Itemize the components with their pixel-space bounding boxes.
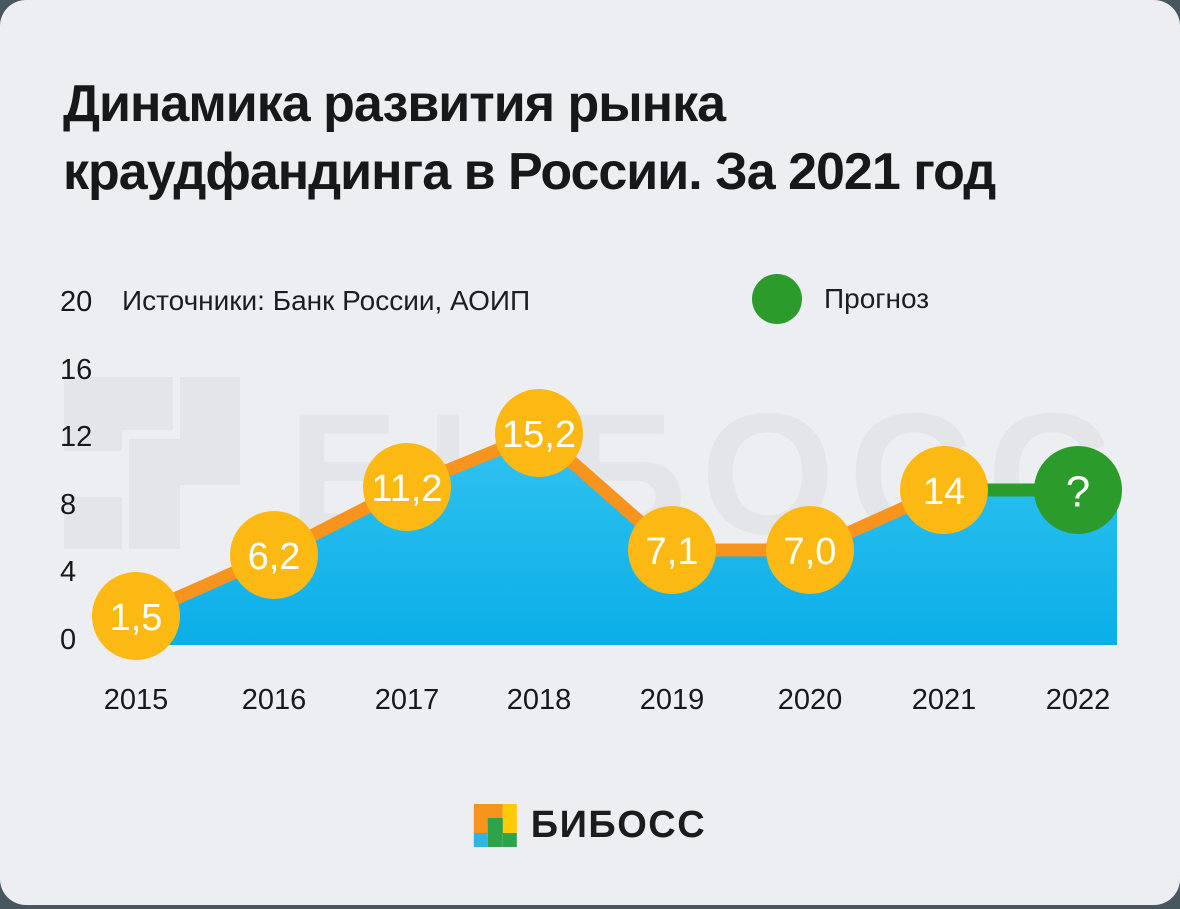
biboss-logo-text: БИБОСС xyxy=(530,804,707,846)
x-tick-label: 2016 xyxy=(242,684,307,716)
y-tick-label: 0 xyxy=(60,624,76,656)
data-point xyxy=(628,506,716,594)
y-tick-label: 16 xyxy=(60,354,92,386)
y-tick-label: 4 xyxy=(60,556,76,588)
biboss-logo: БИБОСС xyxy=(473,804,707,847)
data-point xyxy=(495,389,583,477)
x-tick-label: 2021 xyxy=(912,684,977,716)
x-tick-label: 2019 xyxy=(640,684,705,716)
data-point-label: 1,5 xyxy=(110,597,163,639)
area-fill xyxy=(136,433,1117,645)
y-tick-label: 12 xyxy=(60,421,92,453)
x-tick-label: 2015 xyxy=(104,684,169,716)
data-point-label: 7,1 xyxy=(646,531,699,573)
x-tick-label: 2022 xyxy=(1046,684,1111,716)
x-tick-label: 2018 xyxy=(507,684,572,716)
y-tick-label: 20 xyxy=(60,286,92,318)
x-tick-label: 2020 xyxy=(778,684,843,716)
source-note: Источники: Банк России, АОИП xyxy=(122,285,531,316)
data-point xyxy=(900,446,988,534)
title-line-2: краудфандинга в России. За 2021 год xyxy=(63,143,996,201)
legend: Прогноз xyxy=(752,274,929,324)
y-tick-label: 8 xyxy=(60,489,76,521)
page-title: Динамика развития рынка краудфандинга в … xyxy=(63,70,996,206)
data-point xyxy=(363,443,451,531)
data-point-label: 15,2 xyxy=(502,414,576,456)
data-point xyxy=(766,506,854,594)
data-point xyxy=(230,511,318,599)
data-point-label: 14 xyxy=(923,471,965,513)
forecast-point xyxy=(1034,446,1122,534)
legend-label: Прогноз xyxy=(824,283,930,314)
biboss-logo-icon xyxy=(473,804,517,847)
x-tick-label: 2017 xyxy=(375,684,440,716)
watermark-logo-icon xyxy=(64,377,240,549)
data-point-label: 6,2 xyxy=(248,536,301,578)
title-line-1: Динамика развития рынка xyxy=(63,75,726,133)
data-point xyxy=(92,572,180,660)
forecast-legend-dot-icon xyxy=(752,274,802,324)
data-point-label: 7,0 xyxy=(784,531,837,573)
data-point-label: ? xyxy=(1066,468,1090,517)
data-point-label: 11,2 xyxy=(371,468,442,510)
